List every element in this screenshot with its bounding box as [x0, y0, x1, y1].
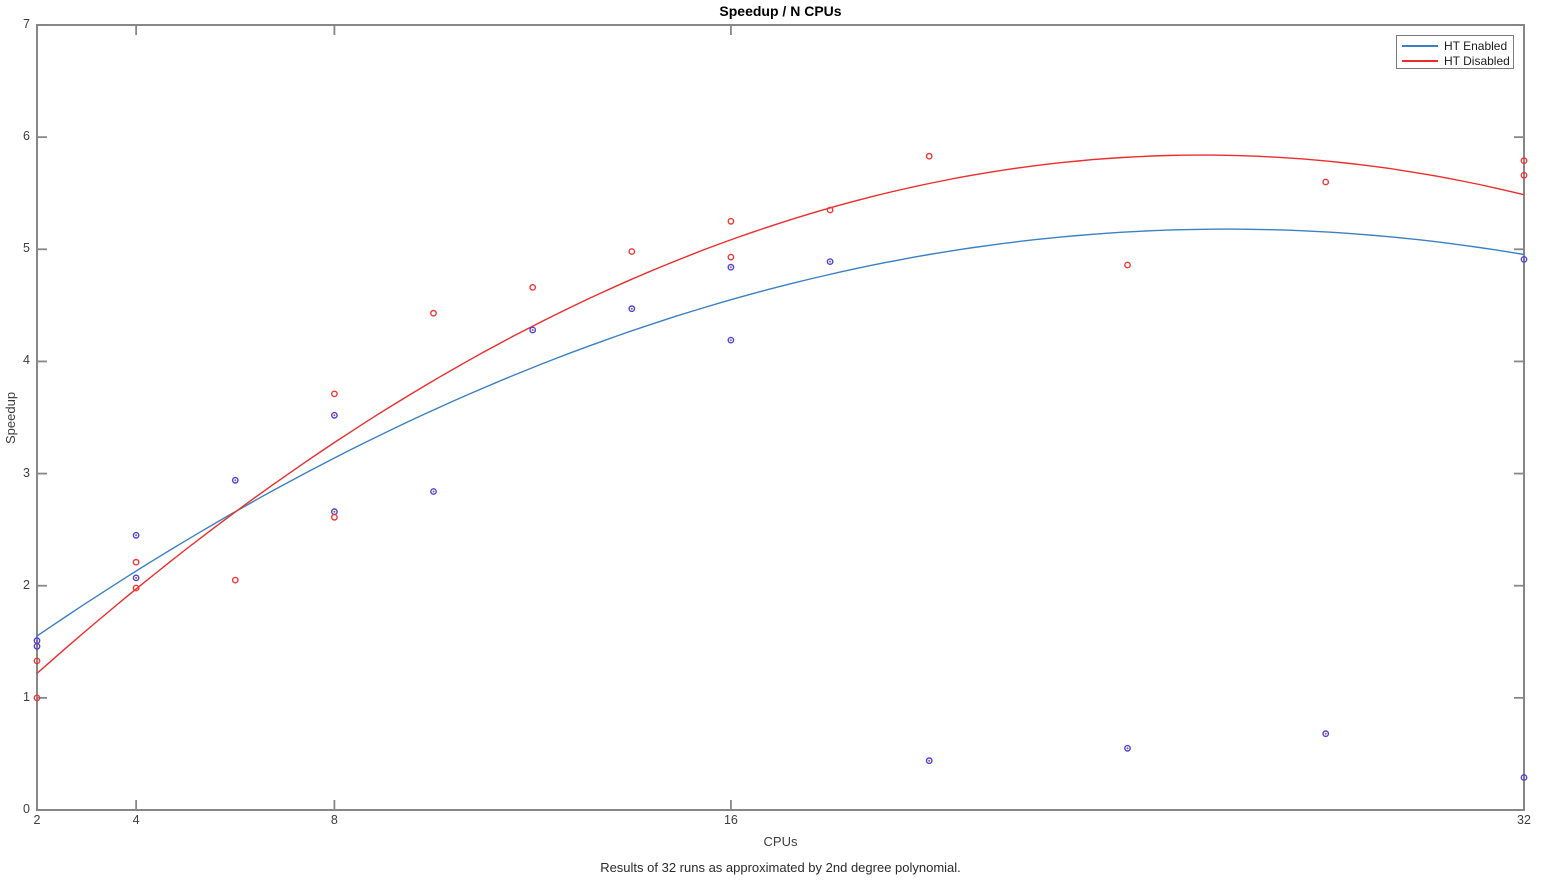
y-tick-label: 7 [23, 17, 30, 31]
legend: HT Enabled HT Disabled [1396, 35, 1514, 69]
x-tick-label: 4 [132, 813, 140, 827]
x-tick-label: 8 [330, 813, 338, 827]
y-tick-label: 1 [23, 689, 30, 704]
y-tick-label: 3 [23, 465, 30, 480]
y-tick-label: 4 [23, 353, 30, 368]
x-tick-label: 32 [1517, 813, 1531, 827]
legend-line-sample-red [1402, 60, 1438, 62]
legend-label-ht-enabled: HT Enabled [1444, 39, 1508, 53]
x-axis-label: CPUs [763, 834, 798, 849]
legend-label-ht-disabled: HT Disabled [1444, 54, 1510, 68]
legend-item-ht-enabled: HT Enabled [1397, 39, 1513, 53]
legend-line-sample-blue [1402, 45, 1438, 47]
legend-item-ht-disabled: HT Disabled [1397, 54, 1513, 68]
y-tick-label: 0 [23, 802, 30, 816]
x-tick-label: 16 [723, 813, 738, 827]
figure-caption: Results of 32 runs as approximated by 2n… [600, 860, 961, 875]
y-tick-label: 2 [23, 577, 30, 592]
x-tick-label: 2 [33, 813, 41, 827]
y-tick-label: 6 [23, 129, 30, 144]
y-tick-label: 5 [23, 241, 30, 256]
chart-title: Speedup / N CPUs [719, 3, 842, 19]
